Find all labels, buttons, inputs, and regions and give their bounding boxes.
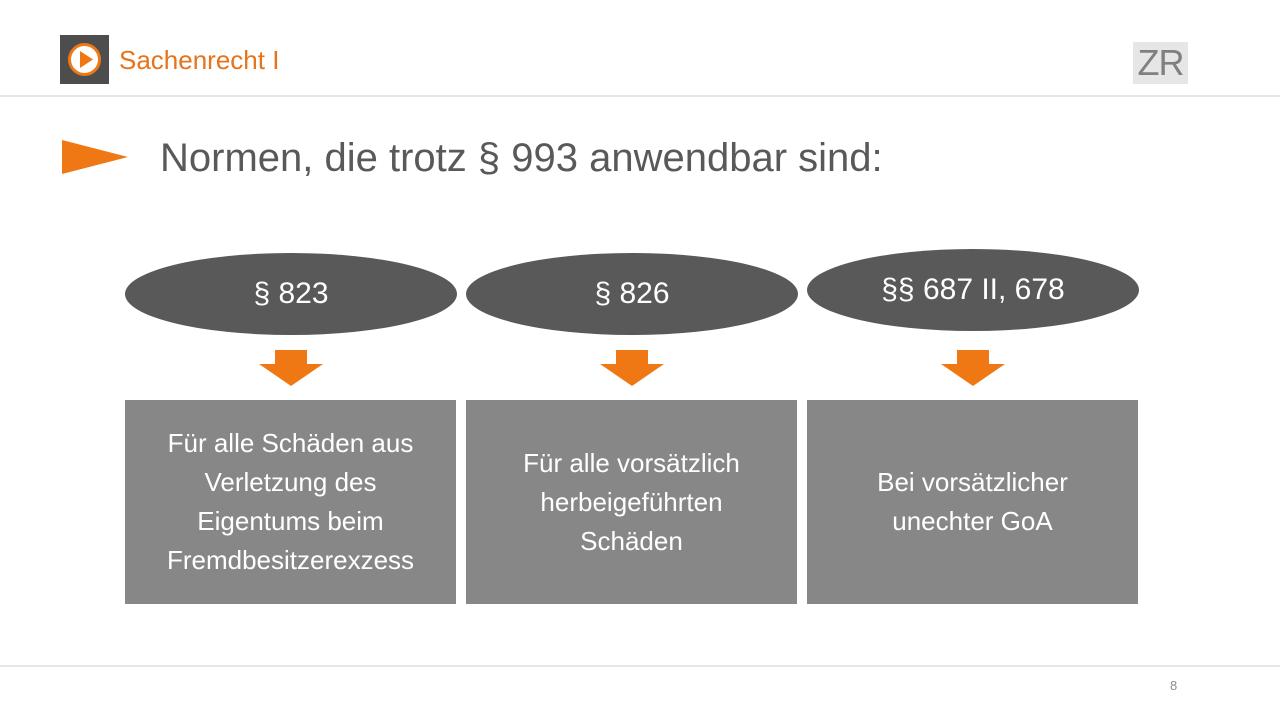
logo [60,35,109,84]
norm-oval-826: § 826 [466,253,798,335]
subject-badge: ZR [1133,42,1188,84]
course-title: Sachenrecht I [119,45,280,75]
description-box-826: Für alle vorsätzlich herbeigeführten Sch… [466,400,797,604]
page-number: 8 [1170,678,1178,693]
description-box-687-678: Bei vorsätzlicher unechter GoA [807,400,1138,604]
header-divider [0,95,1280,97]
down-arrow-icon [600,350,664,386]
description-text: Für alle Schäden aus Verletzung des Eige… [166,428,415,575]
play-circle-icon [68,43,101,76]
slide-title: Normen, die trotz § 993 anwendbar sind: [160,136,883,180]
norm-oval-823: § 823 [125,253,457,335]
norm-label: § 826 [594,277,670,310]
norm-label: §§ 687 II, 678 [881,273,1065,306]
down-arrow-icon [259,350,323,386]
footer-divider [0,665,1280,667]
down-arrow-icon [941,350,1005,386]
description-text: Bei vorsätzlicher unechter GoA [877,467,1068,536]
norm-oval-687-678: §§ 687 II, 678 [807,249,1139,331]
description-box-823: Für alle Schäden aus Verletzung des Eige… [125,400,456,604]
arrow-bullet-icon [62,140,128,174]
description-text: Für alle vorsätzlich herbeigeführten Sch… [523,447,740,556]
norm-label: § 823 [253,277,329,310]
